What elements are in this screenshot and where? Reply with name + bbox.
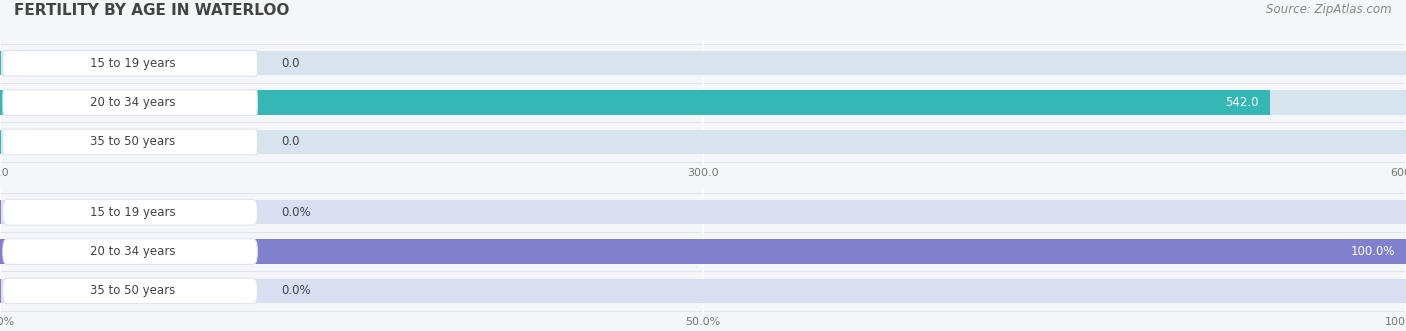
FancyBboxPatch shape [3,129,257,155]
Bar [0,90,1270,115]
FancyBboxPatch shape [3,200,257,225]
Text: Source: ZipAtlas.com: Source: ZipAtlas.com [1267,3,1392,16]
FancyBboxPatch shape [3,90,257,116]
Text: 0.0: 0.0 [281,135,299,148]
Text: 35 to 50 years: 35 to 50 years [90,284,176,297]
Bar [0,239,1406,264]
FancyBboxPatch shape [3,278,257,304]
Bar [0,51,1406,75]
Bar [0,239,1406,264]
Text: 20 to 34 years: 20 to 34 years [90,245,176,258]
Bar [0,130,1406,154]
Text: 15 to 19 years: 15 to 19 years [90,57,176,70]
Bar [0,90,1406,115]
Bar [0,279,1406,303]
Text: 15 to 19 years: 15 to 19 years [90,206,176,219]
Bar [0,200,1406,224]
FancyBboxPatch shape [3,239,257,264]
FancyBboxPatch shape [3,51,257,76]
Text: 100.0%: 100.0% [1350,245,1395,258]
Bar [0,279,1,303]
Text: 35 to 50 years: 35 to 50 years [90,135,176,148]
Text: 0.0%: 0.0% [281,284,311,297]
Bar [0,200,1,224]
Text: FERTILITY BY AGE IN WATERLOO: FERTILITY BY AGE IN WATERLOO [14,3,290,18]
Bar [0,51,1,75]
Text: 0.0: 0.0 [281,57,299,70]
Text: 542.0: 542.0 [1226,96,1258,109]
Text: 0.0%: 0.0% [281,206,311,219]
Bar [0,130,1,154]
Text: 20 to 34 years: 20 to 34 years [90,96,176,109]
